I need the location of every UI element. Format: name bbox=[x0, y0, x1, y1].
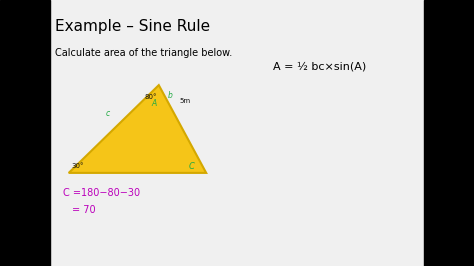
Text: 30°: 30° bbox=[71, 163, 83, 169]
Bar bbox=[0, 0, 50, 266]
Text: A: A bbox=[151, 99, 157, 108]
Text: Example – Sine Rule: Example – Sine Rule bbox=[55, 19, 210, 34]
Text: C: C bbox=[189, 162, 195, 171]
Text: 5m: 5m bbox=[179, 98, 190, 104]
Polygon shape bbox=[69, 85, 206, 173]
Bar bbox=[424, 0, 474, 266]
Text: c: c bbox=[106, 109, 110, 118]
Text: A = ½ bc×sin(A): A = ½ bc×sin(A) bbox=[273, 61, 366, 72]
Text: = 70: = 70 bbox=[72, 205, 96, 215]
Text: b: b bbox=[167, 91, 172, 100]
Text: Calculate area of the triangle below.: Calculate area of the triangle below. bbox=[55, 48, 232, 58]
Text: C =180−80−30: C =180−80−30 bbox=[63, 188, 140, 198]
Text: 80°: 80° bbox=[145, 94, 157, 100]
